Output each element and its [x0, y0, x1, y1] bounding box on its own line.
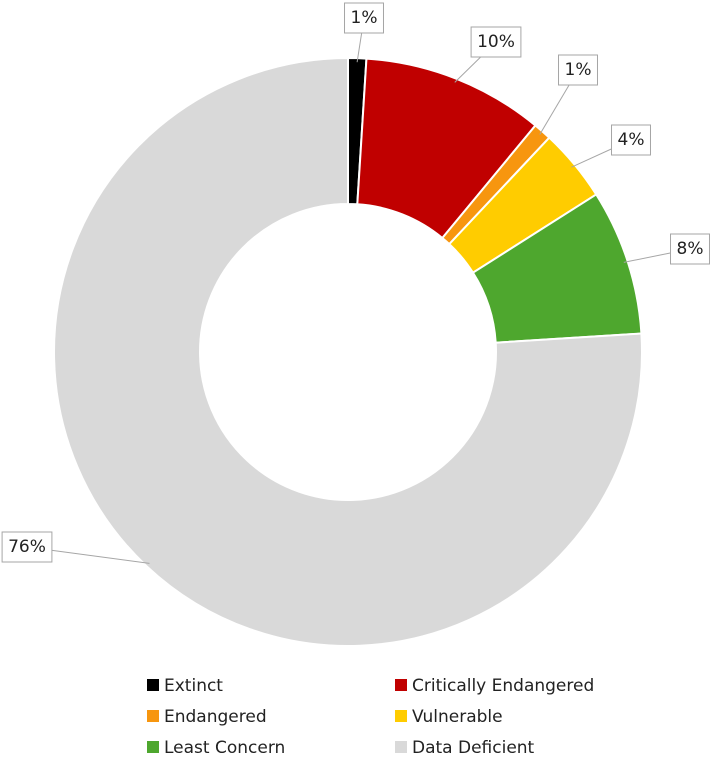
label-box [611, 124, 651, 156]
label-box [670, 233, 710, 265]
label-box [470, 26, 522, 58]
legend-label: Vulnerable [412, 707, 503, 727]
label-box [558, 54, 598, 86]
legend-swatch [395, 741, 407, 753]
label-box [1, 531, 53, 563]
data-label: 10% [477, 32, 515, 52]
legend-swatch [395, 710, 407, 722]
legend-label: Critically Endangered [412, 676, 594, 696]
donut-slice [53, 56, 643, 647]
data-label: 1% [351, 8, 378, 28]
data-label: 1% [565, 60, 592, 80]
legend-swatch [395, 679, 407, 691]
legend-swatch [147, 710, 159, 722]
legend-label: Endangered [164, 707, 267, 727]
legend-label: Data Deficient [412, 738, 535, 758]
legend-label: Extinct [164, 676, 223, 696]
data-label: 76% [8, 537, 46, 557]
legend-swatch [147, 741, 159, 753]
legend-swatch [147, 679, 159, 691]
data-label: 4% [618, 130, 645, 150]
data-label: 8% [677, 239, 704, 259]
label-box [344, 2, 384, 34]
legend-label: Least Concern [164, 738, 285, 758]
